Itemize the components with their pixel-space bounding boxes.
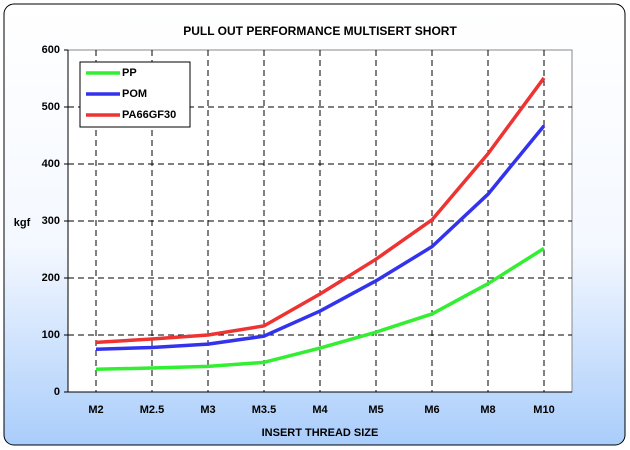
y-axis-label: kgf — [14, 217, 31, 229]
series-line — [95, 246, 545, 371]
y-tick-label: 600 — [42, 44, 60, 56]
x-tick-label: M3 — [200, 404, 215, 416]
x-tick-label: M5 — [368, 404, 383, 416]
y-tick-label: 200 — [42, 272, 60, 284]
x-tick-label: M4 — [312, 404, 328, 416]
y-tick-label: 400 — [42, 158, 60, 170]
legend-label: POM — [122, 88, 147, 100]
series-line — [95, 76, 546, 345]
chart-title: PULL OUT PERFORMANCE MULTISERT SHORT — [183, 24, 457, 38]
x-tick-label: M2.5 — [140, 404, 164, 416]
x-axis-label: INSERT THREAD SIZE — [262, 427, 379, 439]
y-tick-label: 0 — [54, 386, 60, 398]
x-tick-label: M10 — [533, 404, 554, 416]
y-tick-label: 500 — [42, 101, 60, 113]
legend-label: PP — [122, 67, 137, 79]
x-tick-label: M2 — [88, 404, 103, 416]
series-line — [95, 124, 546, 351]
legend-label: PA66GF30 — [122, 109, 176, 121]
y-tick-label: 100 — [42, 329, 60, 341]
x-tick-label: M3.5 — [252, 404, 276, 416]
y-tick-label: 300 — [42, 215, 60, 227]
x-tick-label: M8 — [480, 404, 495, 416]
x-tick-label: M6 — [424, 404, 439, 416]
